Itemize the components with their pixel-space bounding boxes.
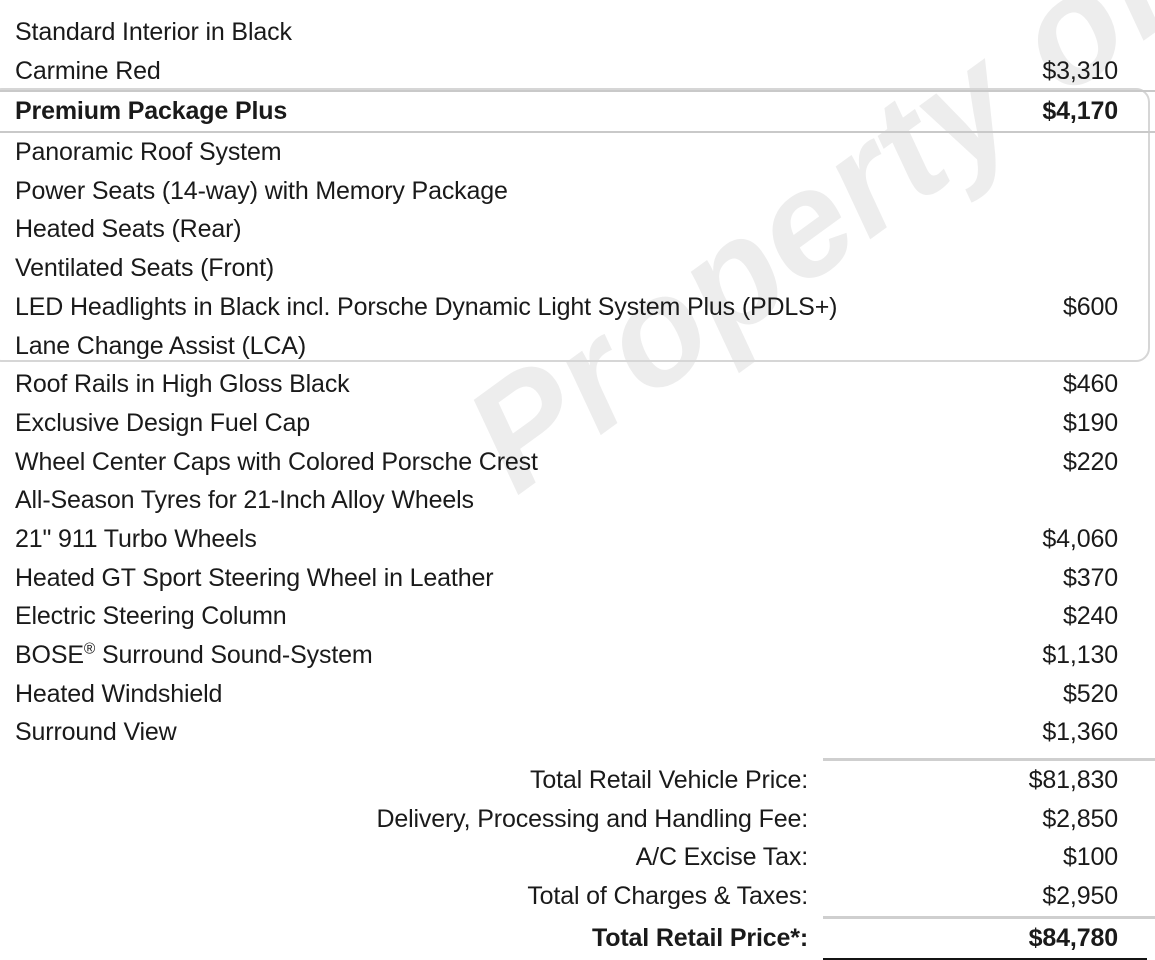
grand-total-rule-top	[823, 915, 1155, 919]
option-price: $370	[1062, 563, 1118, 592]
grand-total-label: Total Retail Price*:	[591, 923, 808, 952]
totals-row: Total of Charges & Taxes: $2,950	[0, 877, 1155, 916]
totals-section: Total Retail Vehicle Price: $81,830 Deli…	[0, 758, 1155, 960]
table-row: Heated Windshield $520	[0, 675, 1155, 714]
option-price: $3,310	[1042, 56, 1118, 85]
totals-label: A/C Excise Tax:	[635, 843, 809, 872]
table-row: Heated Seats (Rear)	[0, 210, 1155, 249]
option-label: Power Seats (14-way) with Memory Package	[15, 176, 508, 205]
brand-name: BOSE	[15, 641, 84, 669]
totals-price: $100	[1062, 843, 1118, 872]
option-price: $190	[1062, 408, 1118, 437]
table-row: Surround View $1,360	[0, 713, 1155, 752]
option-price: $220	[1062, 447, 1118, 476]
totals-row: Total Retail Vehicle Price: $81,830	[0, 761, 1155, 800]
option-label: 21" 911 Turbo Wheels	[15, 524, 257, 553]
option-price: $520	[1062, 679, 1118, 708]
table-row: Panoramic Roof System	[0, 133, 1155, 172]
table-row: Power Seats (14-way) with Memory Package	[0, 172, 1155, 211]
registered-trademark-icon: ®	[83, 640, 96, 658]
option-label: LED Headlights in Black incl. Porsche Dy…	[15, 292, 838, 321]
table-row: All-Season Tyres for 21-Inch Alloy Wheel…	[0, 481, 1155, 520]
option-label: Ventilated Seats (Front)	[15, 254, 275, 283]
table-row: Ventilated Seats (Front)	[0, 249, 1155, 288]
grand-total-row: Total Retail Price*: $84,780	[0, 919, 1155, 958]
totals-rule-top	[823, 758, 1155, 762]
table-row: Carmine Red $3,310	[0, 52, 1155, 91]
option-label: Panoramic Roof System	[15, 138, 282, 167]
option-label-suffix: Surround Sound-System	[95, 641, 373, 669]
option-label: Lane Change Assist (LCA)	[15, 331, 307, 360]
table-row: Heated GT Sport Steering Wheel in Leathe…	[0, 559, 1155, 598]
option-label: Electric Steering Column	[15, 602, 287, 631]
table-row: Electric Steering Column $240	[0, 597, 1155, 636]
option-label: Exclusive Design Fuel Cap	[15, 408, 310, 437]
table-row: Standard Interior in Black	[0, 13, 1155, 52]
table-row: Roof Rails in High Gloss Black $460	[0, 365, 1155, 404]
option-label: Wheel Center Caps with Colored Porsche C…	[15, 447, 538, 476]
table-row: Wheel Center Caps with Colored Porsche C…	[0, 443, 1155, 482]
table-row: Exclusive Design Fuel Cap $190	[0, 404, 1155, 443]
option-price: $600	[1062, 292, 1118, 321]
option-label: Heated Windshield	[15, 679, 223, 708]
option-label: Heated GT Sport Steering Wheel in Leathe…	[15, 563, 494, 592]
option-label: Heated Seats (Rear)	[15, 215, 242, 244]
table-row: LED Headlights in Black incl. Porsche Dy…	[0, 288, 1155, 327]
option-label: Standard Interior in Black	[15, 18, 292, 46]
package-rule-bottom	[0, 131, 1155, 134]
options-group-top: Standard Interior in Black Carmine Red $…	[0, 13, 1155, 90]
totals-label: Total Retail Vehicle Price:	[529, 766, 808, 795]
table-row: Lane Change Assist (LCA)	[0, 327, 1155, 366]
totals-label: Delivery, Processing and Handling Fee:	[376, 804, 808, 833]
totals-row: A/C Excise Tax: $100	[0, 838, 1155, 877]
option-label: Surround View	[15, 718, 177, 747]
option-price: $4,060	[1042, 524, 1118, 553]
table-row: BOSE® Surround Sound-System $1,130	[0, 636, 1155, 675]
option-price: $1,360	[1042, 718, 1118, 747]
table-row: 21" 911 Turbo Wheels $4,060	[0, 520, 1155, 559]
option-label: BOSE® Surround Sound-System	[15, 636, 373, 675]
option-label: Roof Rails in High Gloss Black	[15, 370, 350, 399]
package-rule-top	[0, 90, 1155, 93]
totals-price: $2,950	[1042, 882, 1118, 911]
totals-price: $2,850	[1042, 804, 1118, 833]
option-label: All-Season Tyres for 21-Inch Alloy Wheel…	[15, 486, 474, 515]
option-price: $460	[1062, 370, 1118, 399]
grand-total-rule-bottom	[823, 957, 1147, 960]
package-header-row: Premium Package Plus $4,170	[0, 92, 1155, 131]
options-group-bottom: Roof Rails in High Gloss Black $460 Excl…	[0, 365, 1155, 752]
package-price: $4,170	[1042, 97, 1118, 126]
option-price: $240	[1062, 602, 1118, 631]
totals-row: Delivery, Processing and Handling Fee: $…	[0, 800, 1155, 839]
package-items-group: Panoramic Roof System Power Seats (14-wa…	[0, 133, 1155, 365]
package-title: Premium Package Plus	[15, 97, 288, 126]
option-price: $1,130	[1042, 641, 1118, 669]
grand-total-price: $84,780	[1028, 923, 1118, 952]
totals-label: Total of Charges & Taxes:	[527, 882, 808, 911]
option-label: Carmine Red	[15, 56, 161, 85]
table-row-clipped	[0, 0, 1155, 13]
totals-price: $81,830	[1028, 766, 1118, 795]
